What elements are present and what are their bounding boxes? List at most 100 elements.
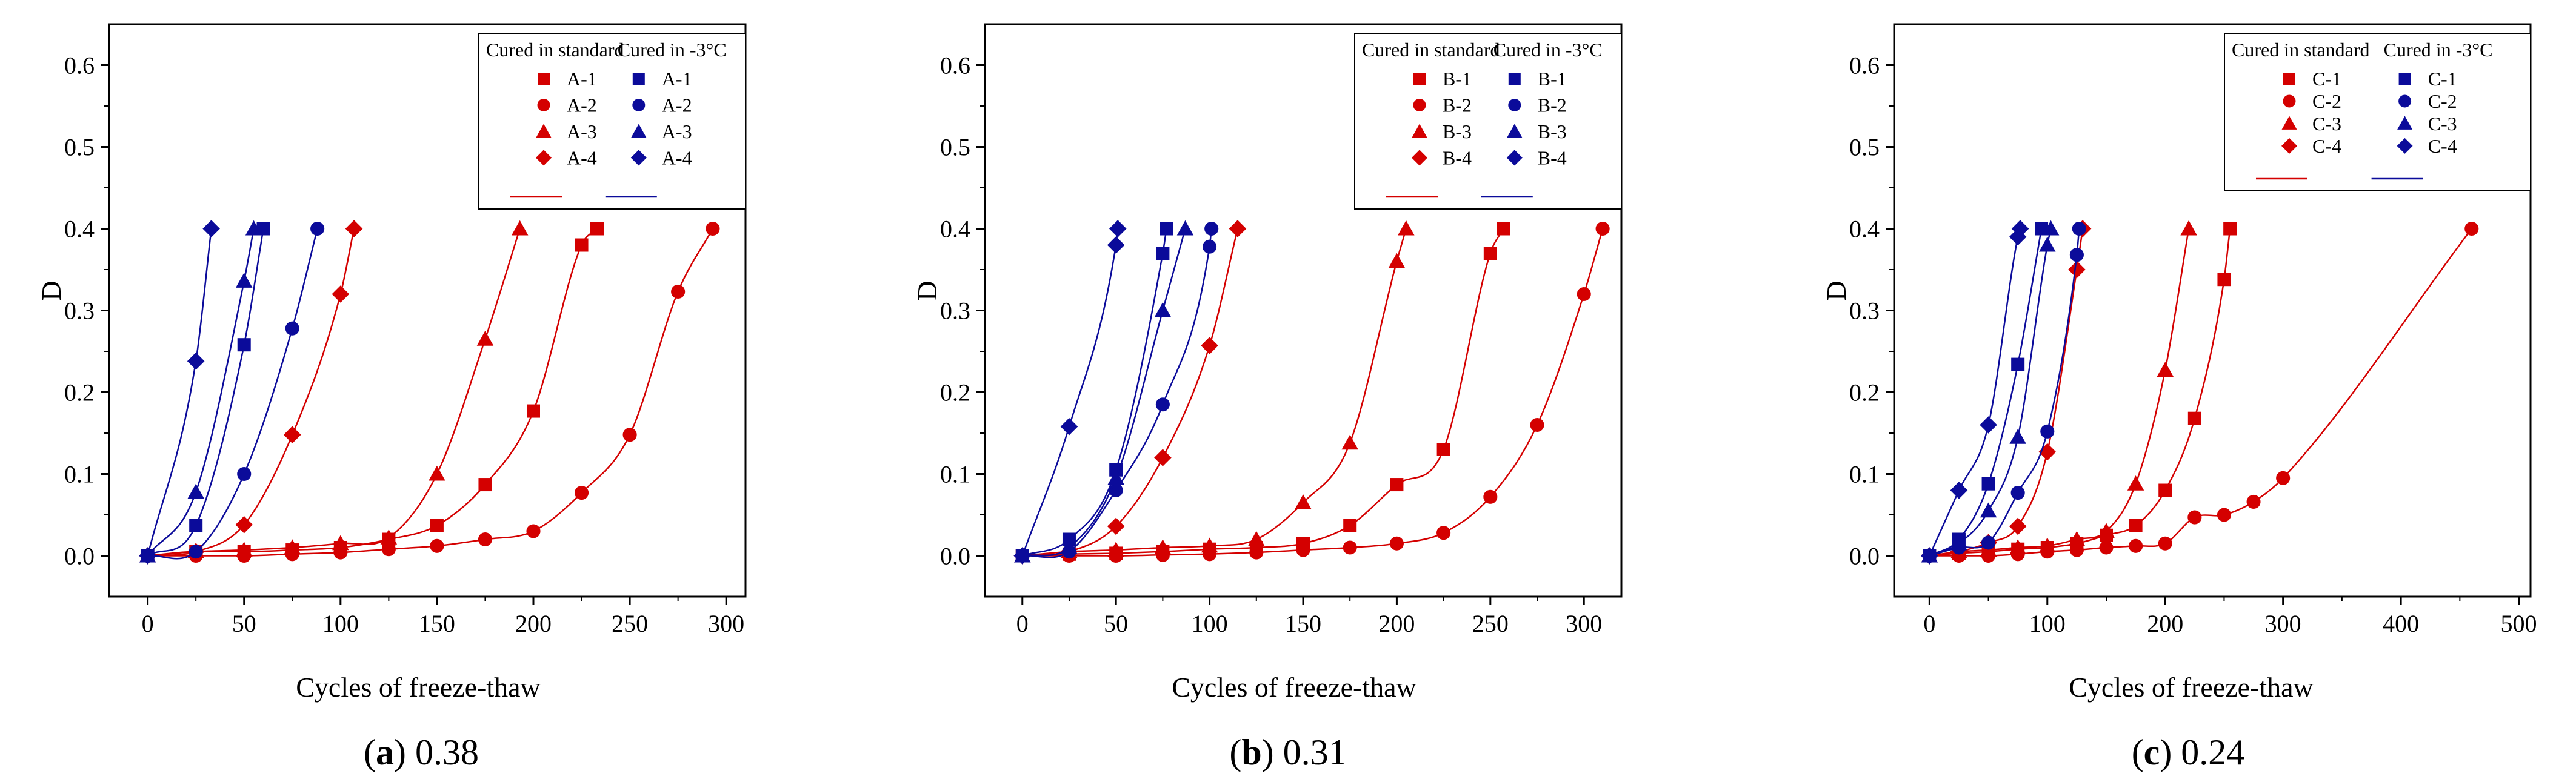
legend-marker-standard-C-2 — [2283, 94, 2296, 108]
x-tick-label: 400 — [2383, 610, 2419, 637]
legend-box — [2224, 33, 2531, 191]
legend-label-cold-B-4: B-4 — [1538, 147, 1567, 168]
data-point-cold-C-2 — [2040, 424, 2055, 439]
data-point-standard-B-1 — [1497, 222, 1510, 236]
x-tick-label: 0 — [142, 610, 154, 637]
x-tick-label: 0 — [1016, 610, 1029, 637]
data-point-standard-C-2 — [2276, 471, 2291, 485]
legend-box — [1354, 33, 1622, 210]
legend-label-standard-C-3: C-3 — [2312, 113, 2341, 134]
data-point-standard-C-4 — [2068, 260, 2086, 279]
data-point-standard-A-2 — [671, 284, 686, 299]
data-point-standard-A-4 — [345, 220, 363, 237]
y-axis-title-b: D — [912, 280, 943, 300]
y-axis-title-a: D — [36, 280, 67, 300]
data-point-standard-A-3 — [476, 331, 494, 346]
data-point-standard-B-4 — [1154, 449, 1172, 466]
data-point-standard-A-3 — [332, 535, 349, 551]
y-tick-label: 0.3 — [1849, 297, 1880, 325]
panel-a: 0 50 100 150 200 250 300 0.0 0.1 0.2 0.3 0.4 0.5 0.6 C… — [36, 23, 747, 772]
data-point-cold-C-4 — [1921, 547, 1938, 565]
data-point-cold-C-2 — [2072, 221, 2086, 236]
legend-marker-standard-B-2 — [1413, 98, 1426, 111]
data-point-standard-B-2 — [1595, 221, 1610, 236]
x-axis-title-a: Cycles of freeze-thaw — [296, 672, 541, 703]
data-point-cold-B-2 — [1204, 221, 1219, 236]
data-point-standard-B-2 — [1343, 540, 1357, 555]
caption-letter-b: b — [1241, 732, 1261, 772]
legend-marker-cold-C-4 — [2397, 138, 2413, 154]
legend-marker-standard-B-1 — [1413, 73, 1426, 85]
legend-label-standard-A-2: A-2 — [567, 94, 597, 116]
data-point-standard-A-1 — [527, 404, 540, 418]
legend-marker-standard-B-4 — [1412, 150, 1427, 166]
data-point-standard-B-2 — [1296, 543, 1310, 557]
data-point-cold-C-3 — [2009, 429, 2026, 444]
panel-c: 0 100 200 300 400 500 0.0 0.1 0.2 0.3 0.4 0.5 0.6 Cur… — [1821, 23, 2537, 772]
legend-marker-cold-C-1 — [2398, 73, 2411, 85]
data-point-standard-B-1 — [1436, 443, 1450, 456]
legend-c: Cured in standard Cured in -3°CC-1C-2C-3C… — [2224, 33, 2531, 191]
data-point-standard-B-3 — [1295, 494, 1312, 509]
legend-label-cold-C-3: C-3 — [2428, 113, 2457, 134]
data-point-standard-B-2 — [1483, 489, 1498, 504]
legend-marker-cold-A-1 — [632, 73, 645, 85]
legend-label-cold-A-1: A-1 — [662, 68, 692, 90]
data-point-standard-B-1 — [1390, 478, 1404, 492]
data-point-cold-A-4 — [139, 547, 156, 565]
caption-a: (a) 0.38 — [364, 732, 479, 772]
x-tick-label: 200 — [515, 610, 552, 637]
caption-c: (c) 0.24 — [2132, 732, 2245, 772]
y-tick-label: 0.5 — [1849, 134, 1880, 161]
data-point-cold-A-4 — [202, 220, 220, 237]
x-tick-label: 250 — [612, 610, 648, 637]
legend-marker-cold-A-2 — [632, 98, 646, 111]
x-tick-label: 0 — [1923, 610, 1935, 637]
data-point-cold-C-3 — [1950, 535, 1967, 551]
data-point-standard-B-3 — [1107, 542, 1124, 557]
y-tick-label: 0.6 — [940, 52, 970, 79]
data-point-cold-A-2 — [285, 321, 299, 336]
legend-label-standard-A-4: A-4 — [567, 147, 597, 168]
data-point-standard-C-4 — [2009, 517, 2027, 535]
legend-label-cold-A-4: A-4 — [662, 147, 692, 168]
data-point-standard-B-2 — [1577, 287, 1591, 302]
data-point-cold-A-1 — [237, 338, 251, 352]
legend-title-standard: Cured in standard — [486, 39, 624, 61]
data-point-standard-C-2 — [2464, 221, 2479, 236]
y-tick-label: 0.2 — [1849, 379, 1880, 406]
legend-marker-cold-A-3 — [631, 124, 647, 138]
legend-marker-cold-A-4 — [630, 150, 647, 166]
data-point-standard-B-1 — [1483, 247, 1497, 260]
data-point-standard-A-2 — [622, 428, 637, 442]
x-tick-label: 100 — [322, 610, 359, 637]
data-point-standard-A-3 — [284, 539, 301, 554]
legend-title-cold: Cured in -3°C — [2384, 39, 2493, 61]
legend-label-standard-A-1: A-1 — [567, 68, 597, 90]
data-point-standard-B-2 — [1530, 417, 1544, 432]
y-tick-label: 0.0 — [64, 543, 95, 570]
legend-label-standard-C-2: C-2 — [2312, 90, 2341, 112]
data-point-cold-A-1 — [189, 519, 203, 532]
legend-title-standard: Cured in standard — [2232, 39, 2370, 61]
y-tick-label: 0.0 — [1849, 543, 1880, 570]
data-point-standard-A-4 — [283, 426, 301, 443]
data-point-standard-C-2 — [2099, 540, 2114, 555]
data-point-standard-B-4 — [1201, 337, 1218, 354]
y-tick-label: 0.6 — [1849, 52, 1880, 79]
data-point-standard-B-4 — [1107, 517, 1125, 535]
caption-letter-a: a — [376, 732, 394, 772]
data-point-cold-A-3 — [245, 220, 262, 236]
data-point-cold-C-3 — [2042, 220, 2060, 236]
data-point-standard-C-1 — [2223, 222, 2237, 236]
data-point-cold-B-3 — [1061, 539, 1078, 554]
data-point-standard-B-3 — [1398, 220, 1415, 236]
legend-label-standard-B-2: B-2 — [1443, 94, 1472, 116]
y-tick-label: 0.0 — [940, 543, 970, 570]
data-point-cold-C-2 — [2010, 486, 2025, 500]
data-point-cold-C-3 — [1980, 502, 1997, 518]
caption-letter-c: c — [2144, 732, 2160, 772]
data-point-cold-A-2 — [310, 221, 325, 236]
